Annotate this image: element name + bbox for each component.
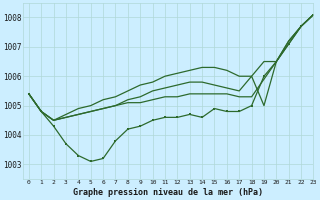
X-axis label: Graphe pression niveau de la mer (hPa): Graphe pression niveau de la mer (hPa): [73, 188, 263, 197]
